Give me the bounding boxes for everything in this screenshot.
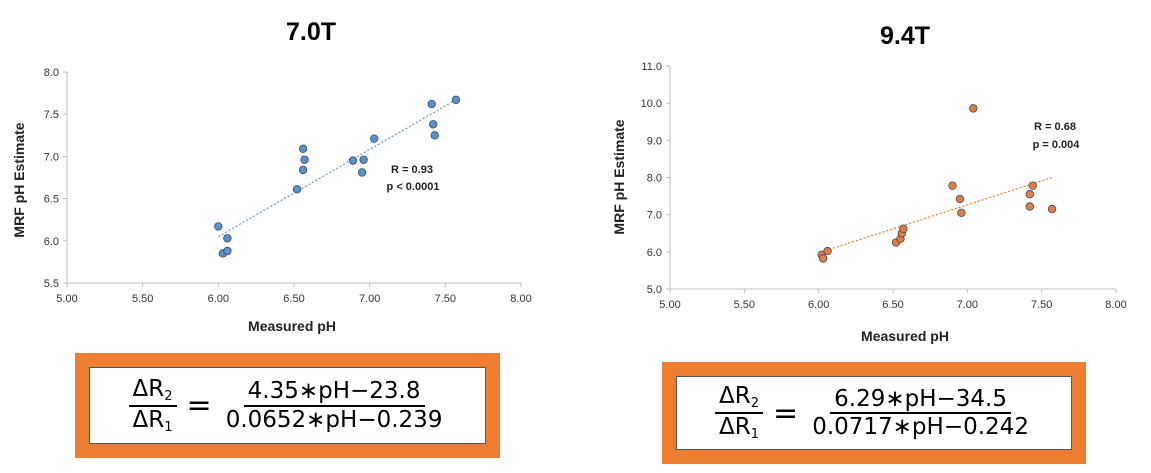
x-tick-label: 5.00 [56, 293, 77, 305]
x-tick-label: 8.00 [510, 293, 531, 305]
x-axis-label: Measured pH [248, 318, 336, 334]
x-tick-label: 8.00 [1105, 299, 1126, 311]
data-point [955, 194, 965, 204]
data-point [429, 120, 438, 129]
x-tick-label: 6.50 [882, 299, 903, 311]
y-tick-label: 7.5 [44, 109, 59, 121]
equals-sign: = [773, 395, 799, 431]
y-tick-label: 6.5 [44, 194, 59, 206]
data-point [1028, 181, 1037, 190]
p-value-annotation: p < 0.0001 [387, 181, 440, 193]
x-tick-label: 5.50 [132, 293, 153, 305]
rhs-numerator: 6.29∗pH−34.5 [830, 386, 1011, 414]
y-tick-label: 6.0 [44, 236, 59, 248]
rhs-denominator: 0.0652∗pH−0.239 [225, 406, 443, 433]
x-tick-label: 5.00 [659, 299, 680, 311]
chart-title: 7.0T [286, 18, 336, 46]
y-tick-label: 10.0 [641, 98, 662, 110]
lhs-fraction: ΔR2 ΔR1 [128, 376, 177, 436]
data-point [1025, 190, 1034, 199]
x-tick-label: 5.50 [734, 299, 755, 311]
lhs-denominator: ΔR1 [132, 406, 173, 435]
rhs-numerator: 4.35∗pH−23.8 [243, 378, 425, 407]
y-tick-label: 5.5 [44, 278, 59, 290]
x-tick-label: 7.50 [435, 293, 456, 305]
chart-panel-7T: 7.0T 5.5 6.0 6.5 7.0 7.5 8.0 5.00 5.50 6.00 6.50 7… [0, 0, 560, 473]
trendline [821, 176, 1053, 253]
data-point [357, 168, 367, 177]
data-point [298, 165, 308, 175]
equation-panel: ΔR2 ΔR1 = 6.29∗pH−34.5 0.0717∗pH−0.242 [676, 376, 1072, 450]
data-point [348, 156, 358, 165]
y-axis-label: MRF pH Estimate [11, 122, 27, 237]
data-point [300, 155, 309, 164]
y-tick-label: 6.0 [647, 247, 662, 259]
x-tick-label: 6.00 [808, 299, 829, 311]
data-point [370, 134, 379, 143]
r-value-annotation: R = 0.93 [391, 164, 433, 176]
data-point [957, 208, 966, 218]
lhs-numerator: ΔR2 [128, 376, 177, 407]
y-axis-label: MRF pH Estimate [611, 119, 627, 234]
data-point [451, 95, 461, 105]
x-axis-label: Measured pH [861, 328, 949, 344]
y-tick-label: 8.0 [647, 173, 662, 185]
x-tick-label: 6.00 [208, 293, 229, 305]
y-tick-label: 9.0 [647, 135, 662, 147]
equation-box-7T: ΔR2 ΔR1 = 4.35∗pH−23.8 0.0652∗pH−0.239 [75, 353, 500, 458]
data-point [1025, 202, 1034, 211]
data-point [223, 246, 232, 256]
trendline [218, 99, 457, 238]
data-point [948, 181, 957, 190]
y-tick-label: 7.0 [44, 151, 59, 163]
data-point [359, 155, 368, 164]
lhs-fraction: ΔR2 ΔR1 [715, 383, 764, 443]
rhs-denominator: 0.0717∗pH−0.242 [812, 414, 1029, 440]
data-point [823, 246, 832, 256]
data-point [899, 224, 908, 233]
y-tick-label: 8.0 [44, 67, 59, 79]
scatter-chart-9T: 9.4T 5.0 6.0 7.0 8.0 9.0 10.0 11.0 5.00 5.50 6.00… [611, 22, 1127, 344]
y-tick-label: 7.0 [647, 210, 662, 222]
data-point [223, 234, 232, 243]
data-point [298, 144, 308, 154]
lhs-numerator: ΔR2 [715, 383, 764, 414]
r-value-annotation: R = 0.68 [1034, 121, 1076, 133]
x-tick-label: 7.00 [957, 299, 978, 311]
data-point [214, 222, 223, 231]
x-tick-label: 7.00 [359, 293, 380, 305]
x-tick-label: 6.50 [283, 293, 304, 305]
data-point [818, 254, 828, 263]
calibration-equation: ΔR2 ΔR1 = 6.29∗pH−34.5 0.0717∗pH−0.242 [715, 383, 1033, 443]
data-point [430, 131, 439, 140]
x-tick-label: 7.50 [1031, 299, 1052, 311]
data-point [292, 185, 302, 194]
y-tick-label: 11.0 [641, 61, 662, 73]
data-point [427, 99, 436, 109]
lhs-denominator: ΔR1 [719, 414, 760, 442]
data-point [1047, 204, 1057, 214]
equals-sign: = [186, 388, 212, 423]
data-point [969, 104, 978, 113]
chart-title: 9.4T [880, 22, 930, 50]
rhs-fraction: 6.29∗pH−34.5 0.0717∗pH−0.242 [808, 386, 1033, 441]
equation-panel: ΔR2 ΔR1 = 4.35∗pH−23.8 0.0652∗pH−0.239 [89, 367, 486, 444]
y-tick-label: 5.0 [647, 284, 662, 296]
p-value-annotation: p = 0.004 [1033, 139, 1081, 151]
rhs-fraction: 4.35∗pH−23.8 0.0652∗pH−0.239 [222, 378, 447, 433]
chart-panel-9T: 9.4T 5.0 6.0 7.0 8.0 9.0 10.0 11.0 5.00 5.50 6.00… [575, 0, 1151, 473]
scatter-chart-7T: 7.0T 5.5 6.0 6.5 7.0 7.5 8.0 5.00 5.50 6.00 6.50 7… [11, 18, 532, 334]
equation-box-9T: ΔR2 ΔR1 = 6.29∗pH−34.5 0.0717∗pH−0.242 [662, 362, 1086, 464]
calibration-equation: ΔR2 ΔR1 = 4.35∗pH−23.8 0.0652∗pH−0.239 [128, 376, 447, 436]
